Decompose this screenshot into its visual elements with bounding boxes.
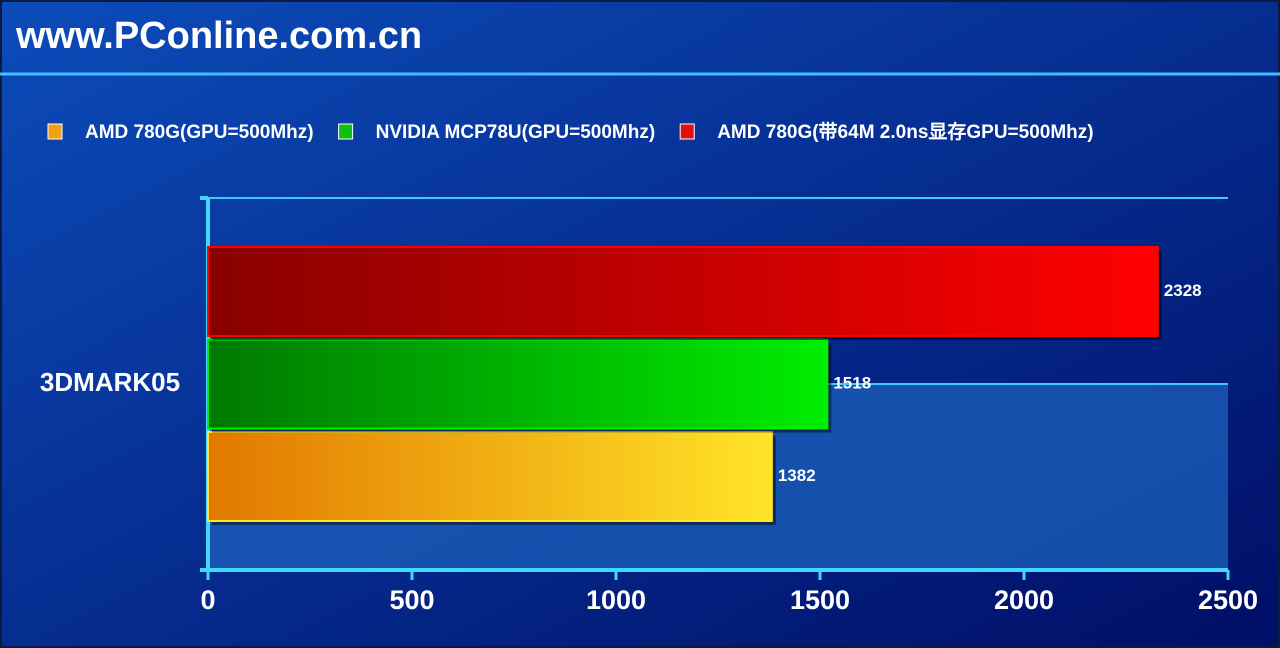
legend-label: AMD 780G(带64M 2.0ns显存GPU=500Mhz)	[717, 120, 1093, 143]
legend-marker	[679, 123, 695, 140]
x-tick-label: 1500	[790, 585, 850, 615]
x-tick-label: 500	[389, 585, 434, 615]
y-tick-label: 3DMARK05	[40, 367, 180, 397]
x-tick-label: 2000	[994, 585, 1054, 615]
x-tick-label: 2500	[1198, 585, 1258, 615]
x-tick-label: 0	[200, 585, 215, 615]
value-label: 2328	[1164, 281, 1202, 300]
legend-label: NVIDIA MCP78U(GPU=500Mhz)	[376, 122, 656, 143]
chart-title: www.PConline.com.cn	[15, 15, 422, 57]
legend-label: AMD 780G(GPU=500Mhz)	[85, 122, 314, 143]
legend-marker	[47, 123, 63, 140]
bar	[207, 431, 773, 522]
value-label: 1518	[833, 373, 871, 392]
bar	[207, 246, 1159, 337]
bar	[207, 338, 829, 430]
x-tick-label: 1000	[586, 585, 646, 615]
value-label: 1382	[778, 466, 816, 485]
legend-marker	[338, 123, 354, 140]
